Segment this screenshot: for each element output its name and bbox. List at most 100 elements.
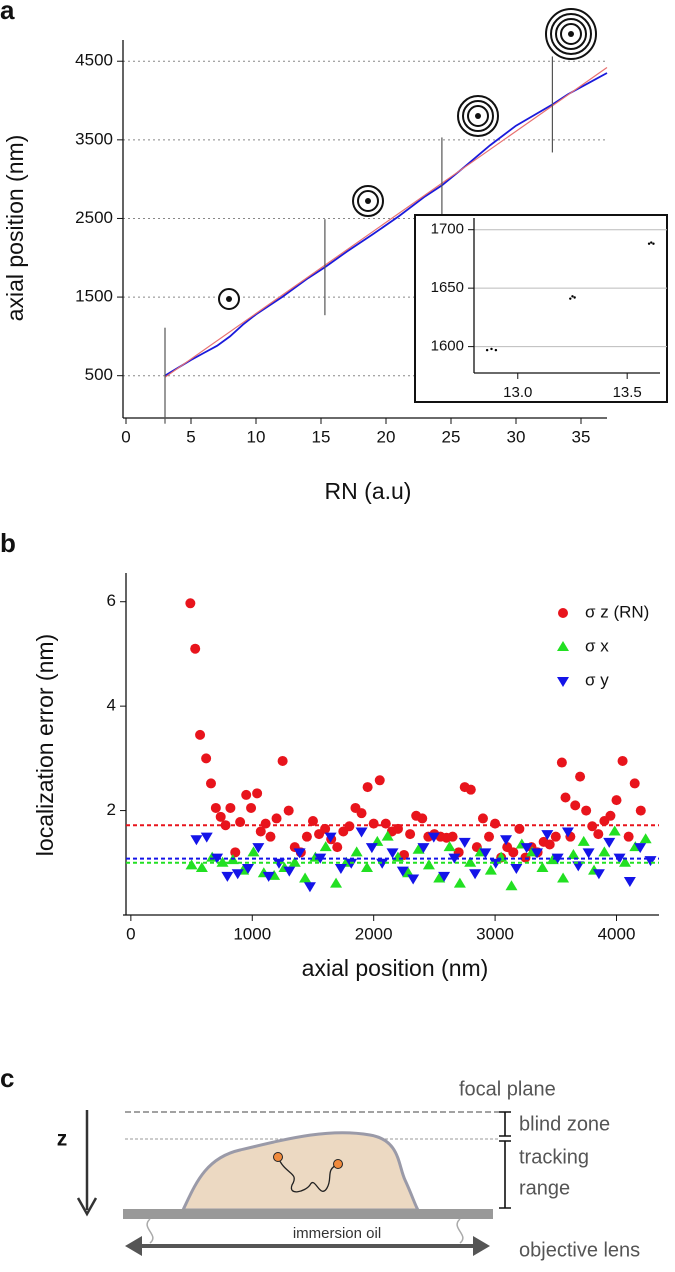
point <box>283 866 296 877</box>
legend-marker <box>558 608 568 618</box>
point <box>573 296 576 299</box>
line <box>164 67 608 378</box>
x-tick-label: 13.5 <box>613 384 642 401</box>
label: range <box>519 1177 570 1199</box>
point <box>241 789 252 800</box>
point <box>225 802 236 813</box>
x-tick-label: 2000 <box>355 924 393 943</box>
point <box>271 813 282 824</box>
point <box>365 843 378 854</box>
point <box>380 818 391 829</box>
point <box>605 810 616 821</box>
x-tick-label: 10 <box>247 427 266 446</box>
point <box>301 831 312 842</box>
oil <box>146 1218 464 1244</box>
legend-label: σ z (RN) <box>585 602 649 621</box>
point <box>484 864 497 875</box>
y-axis-label: localization error (nm) <box>32 634 58 856</box>
point <box>334 864 347 875</box>
y-tick-label: 2 <box>107 800 116 819</box>
x-axis-label: axial position (nm) <box>302 955 489 981</box>
brackets <box>499 1111 511 1209</box>
point <box>417 843 430 854</box>
point <box>314 853 327 864</box>
panel-label: a <box>0 0 15 25</box>
point <box>195 729 206 740</box>
point <box>560 792 571 803</box>
point <box>242 864 255 875</box>
point <box>551 853 564 864</box>
point <box>484 831 495 842</box>
point <box>650 241 653 244</box>
point <box>623 877 636 888</box>
x-tick-label: 30 <box>507 427 526 446</box>
y-tick-label: 4500 <box>75 51 113 70</box>
point <box>514 823 525 834</box>
point <box>303 882 316 893</box>
point <box>412 843 425 854</box>
point <box>374 775 385 786</box>
y-tick-label: 500 <box>85 365 113 384</box>
point <box>422 859 435 870</box>
y-axis-label: axial position (nm) <box>2 135 28 322</box>
point <box>577 835 590 846</box>
point <box>368 818 379 829</box>
y-tick-label: 6 <box>107 591 116 610</box>
point <box>505 880 518 891</box>
x-tick-label: 13.0 <box>503 384 532 401</box>
point <box>246 802 257 813</box>
point <box>210 802 221 813</box>
point <box>453 877 466 888</box>
point <box>546 854 559 865</box>
label: immersion oil <box>293 1225 381 1242</box>
point <box>215 811 226 822</box>
point <box>195 862 208 873</box>
point <box>477 813 488 824</box>
x-tick-label: 5 <box>186 427 195 446</box>
y-tick-label: 4 <box>107 696 116 715</box>
point <box>293 848 306 859</box>
point <box>556 757 567 768</box>
y-tick-label: 3500 <box>75 129 113 148</box>
point <box>392 823 403 834</box>
point <box>485 348 489 352</box>
point <box>557 872 570 883</box>
point <box>572 861 585 872</box>
point <box>639 833 652 844</box>
point <box>544 839 555 850</box>
point <box>350 846 363 857</box>
point <box>433 872 446 883</box>
point <box>260 818 271 829</box>
x-tick-label: 1000 <box>233 924 271 943</box>
legend-label: σ y <box>585 670 609 689</box>
point <box>190 835 203 846</box>
point <box>230 847 241 858</box>
point <box>490 347 493 351</box>
y-tick-label: 1700 <box>431 221 464 238</box>
label: blind zone <box>519 1113 610 1135</box>
point <box>598 846 611 857</box>
point <box>530 848 543 859</box>
point <box>469 869 482 880</box>
point <box>611 795 622 806</box>
point <box>417 813 428 824</box>
point <box>500 835 513 846</box>
y-tick-label: 1600 <box>431 338 464 355</box>
point <box>438 871 451 882</box>
point <box>231 869 244 880</box>
point <box>185 598 196 609</box>
point <box>205 778 216 789</box>
x-tick-label: 15 <box>312 427 331 446</box>
point <box>617 755 628 766</box>
particle <box>333 1159 343 1169</box>
point <box>252 843 265 854</box>
x-tick-label: 3000 <box>476 924 514 943</box>
point <box>324 832 337 843</box>
label: tracking <box>519 1146 589 1168</box>
point <box>185 859 198 870</box>
point <box>465 784 476 795</box>
point <box>319 841 332 852</box>
point <box>252 788 263 799</box>
point <box>399 849 410 860</box>
z-arrow-head <box>76 1197 98 1217</box>
